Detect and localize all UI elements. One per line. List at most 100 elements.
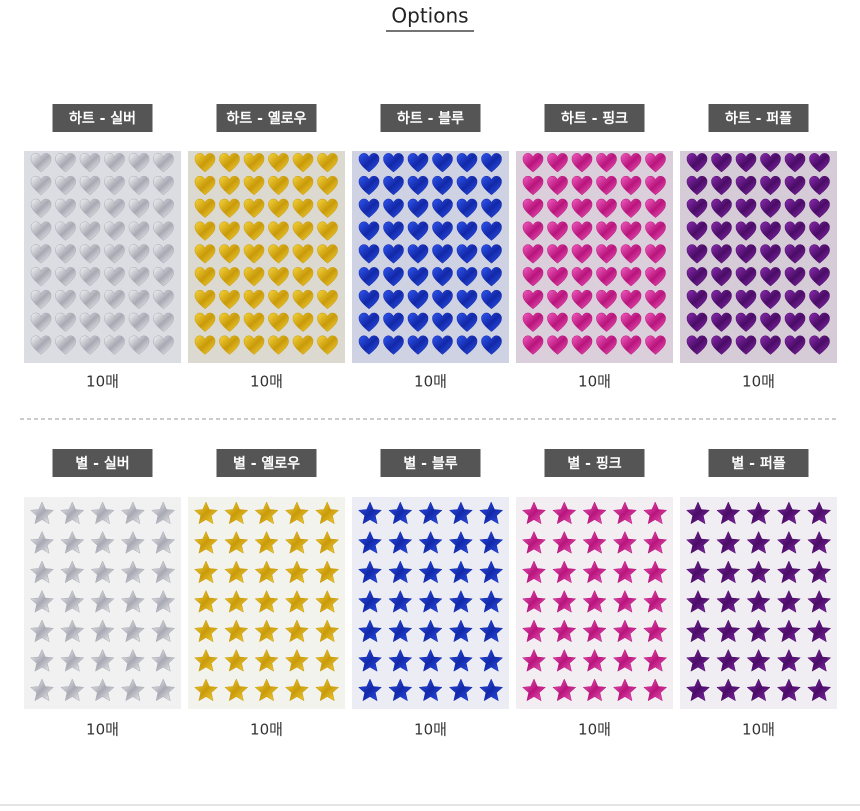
heart-sticker [456, 175, 478, 196]
heart-sticker [292, 335, 314, 355]
heart-sticker [383, 267, 404, 287]
heart-sticker [686, 221, 708, 241]
star-sticker [552, 649, 576, 672]
product-image [680, 497, 837, 709]
star-sticker [388, 531, 412, 554]
star-sticker [686, 649, 710, 672]
heart-sticker [760, 153, 781, 173]
heart-sticker [620, 221, 642, 241]
heart-sticker [268, 312, 289, 332]
heart-sticker [194, 175, 216, 196]
heart-sticker [268, 335, 289, 355]
star-sticker [746, 678, 771, 701]
star-sticker [746, 649, 771, 672]
star-sticker [121, 560, 145, 583]
heart-sticker [571, 221, 593, 241]
option-card: 별 - 실버 10매 [24, 449, 181, 739]
heart-sticker [104, 267, 125, 287]
star-sticker [358, 590, 382, 613]
heart-sticker [620, 244, 642, 264]
heart-sticker [784, 244, 806, 264]
heart-sticker [407, 244, 429, 264]
star-sticker [90, 678, 115, 701]
star-sticker [746, 501, 771, 524]
heart-sticker [292, 221, 314, 241]
star-sticker [613, 649, 637, 672]
heart-sticker [432, 267, 453, 287]
heart-sticker [686, 175, 708, 196]
option-quantity: 10매 [578, 721, 611, 739]
heart-sticker [596, 221, 617, 241]
star-sticker [479, 560, 503, 583]
heart-sticker [219, 198, 240, 218]
heart-sticker [243, 335, 265, 355]
star-sticker [613, 678, 637, 701]
star-sticker [60, 590, 84, 613]
heart-sticker [432, 335, 453, 355]
heart-sticker [358, 153, 380, 173]
star-sticker [807, 649, 831, 672]
heart-sticker [809, 335, 830, 355]
heart-sticker [317, 198, 338, 218]
heart-sticker [358, 198, 380, 218]
heart-sticker [104, 335, 125, 355]
star-sticker [777, 649, 801, 672]
heart-sticker [645, 153, 666, 173]
heart-sticker [596, 175, 617, 196]
heart-sticker [358, 312, 380, 332]
option-card: 별 - 블루 10매 [352, 449, 509, 739]
star-sticker [522, 501, 546, 524]
heart-sticker [686, 335, 708, 355]
heart-sticker [55, 244, 76, 264]
star-sticker [552, 619, 576, 642]
star-sticker [552, 678, 576, 701]
heart-sticker [104, 198, 125, 218]
star-sticker [358, 560, 382, 583]
heart-sticker [55, 198, 76, 218]
star-sticker [358, 649, 382, 672]
star-sticker [449, 501, 473, 524]
star-sticker [224, 649, 248, 672]
star-sticker [90, 619, 115, 642]
heart-sticker [268, 198, 289, 218]
heart-sticker [711, 198, 732, 218]
heart-sticker [711, 267, 732, 287]
star-sticker [418, 501, 443, 524]
star-sticker [194, 560, 218, 583]
heart-sticker [128, 221, 150, 241]
heart-sticker [735, 198, 757, 218]
star-sticker [716, 531, 740, 554]
option-card: 별 - 옐로우 10매 [188, 449, 345, 739]
heart-sticker [456, 312, 478, 332]
heart-sticker [735, 153, 757, 173]
heart-sticker [547, 267, 568, 287]
star-sticker [388, 649, 412, 672]
star-sticker [522, 590, 546, 613]
option-label-bg [380, 104, 481, 132]
heart-sticker [219, 335, 240, 355]
heart-sticker [153, 335, 174, 355]
heart-sticker [481, 312, 502, 332]
star-sticker [151, 560, 175, 583]
option-label-bg [216, 449, 317, 477]
heart-sticker [243, 289, 265, 310]
heart-sticker [809, 244, 830, 264]
heart-sticker [645, 175, 666, 196]
heart-sticker [243, 267, 265, 287]
heart-sticker [735, 312, 757, 332]
star-sticker [60, 501, 84, 524]
heart-sticker [456, 244, 478, 264]
heart-sticker [292, 267, 314, 287]
heart-sticker [522, 175, 544, 196]
heart-sticker [456, 221, 478, 241]
heart-sticker [55, 221, 76, 241]
heart-sticker [456, 198, 478, 218]
star-sticker [90, 590, 115, 613]
heart-sticker [547, 153, 568, 173]
star-sticker [479, 501, 503, 524]
star-sticker [686, 678, 710, 701]
heart-sticker [55, 335, 76, 355]
star-sticker [254, 649, 279, 672]
star-sticker [746, 560, 771, 583]
option-quantity: 10매 [86, 373, 119, 391]
